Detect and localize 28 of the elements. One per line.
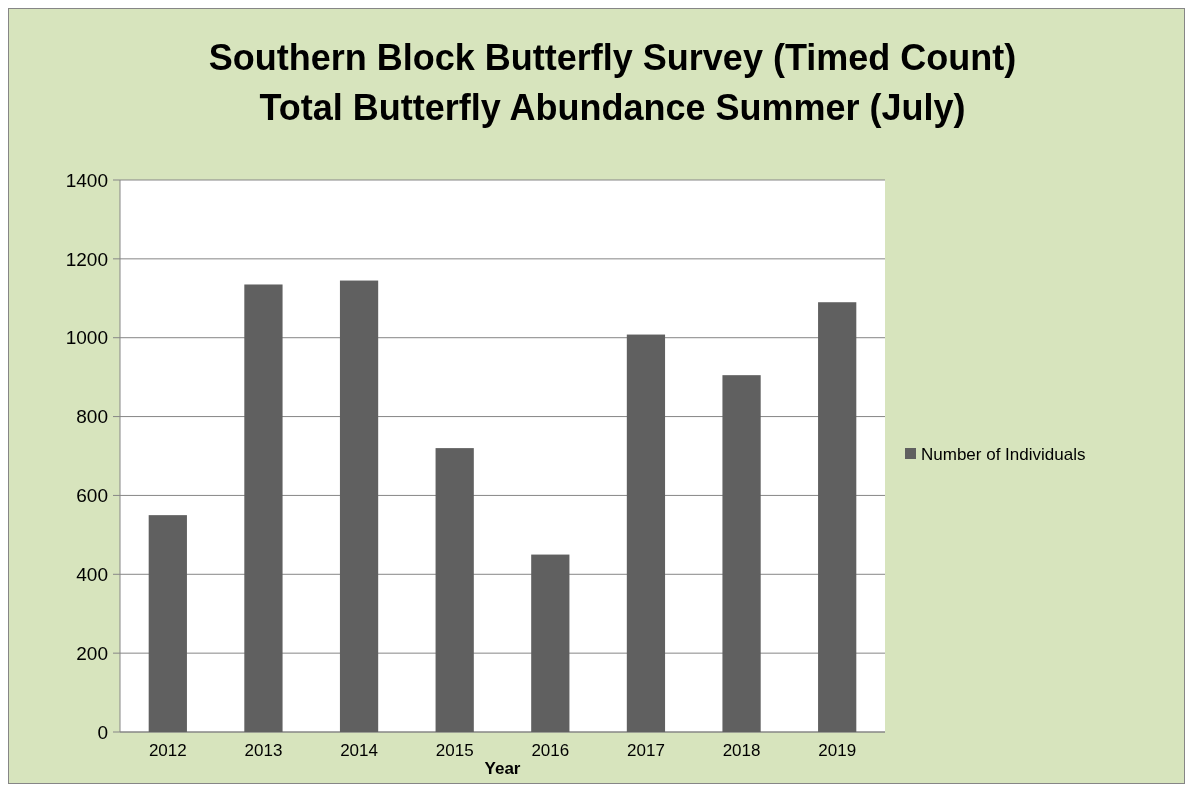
x-tick-label: 2018	[722, 741, 761, 760]
x-tick-label: 2019	[818, 741, 857, 760]
bar	[148, 515, 187, 732]
bar	[435, 448, 474, 732]
bar	[531, 554, 570, 732]
y-tick-label: 200	[76, 642, 108, 664]
y-tick-label: 1000	[65, 327, 108, 349]
bar	[818, 302, 857, 732]
x-tick-label: 2016	[531, 741, 570, 760]
chart-title: Southern Block Butterfly Survey (Timed Count)	[208, 37, 1017, 78]
x-axis-title: Year	[484, 759, 521, 778]
x-tick-label: 2017	[627, 741, 665, 760]
bar	[244, 284, 283, 732]
bar	[339, 280, 379, 732]
bar	[722, 375, 761, 732]
y-tick-label: 0	[97, 721, 108, 743]
y-tick-label: 400	[76, 563, 108, 585]
legend-label: Number of Individuals	[921, 444, 1086, 464]
bar	[626, 334, 666, 732]
chart-subtitle: Total Butterfly Abundance Summer (July)	[259, 87, 966, 128]
x-tick-label: 2012	[148, 741, 187, 760]
x-tick-label: 2015	[435, 741, 474, 760]
y-tick-label: 600	[76, 485, 108, 507]
y-tick-label: 1200	[65, 248, 108, 270]
y-tick-label: 800	[76, 406, 108, 428]
y-tick-label: 1400	[65, 169, 108, 191]
x-tick-label: 2013	[244, 741, 283, 760]
x-tick-label: 2014	[340, 741, 378, 760]
